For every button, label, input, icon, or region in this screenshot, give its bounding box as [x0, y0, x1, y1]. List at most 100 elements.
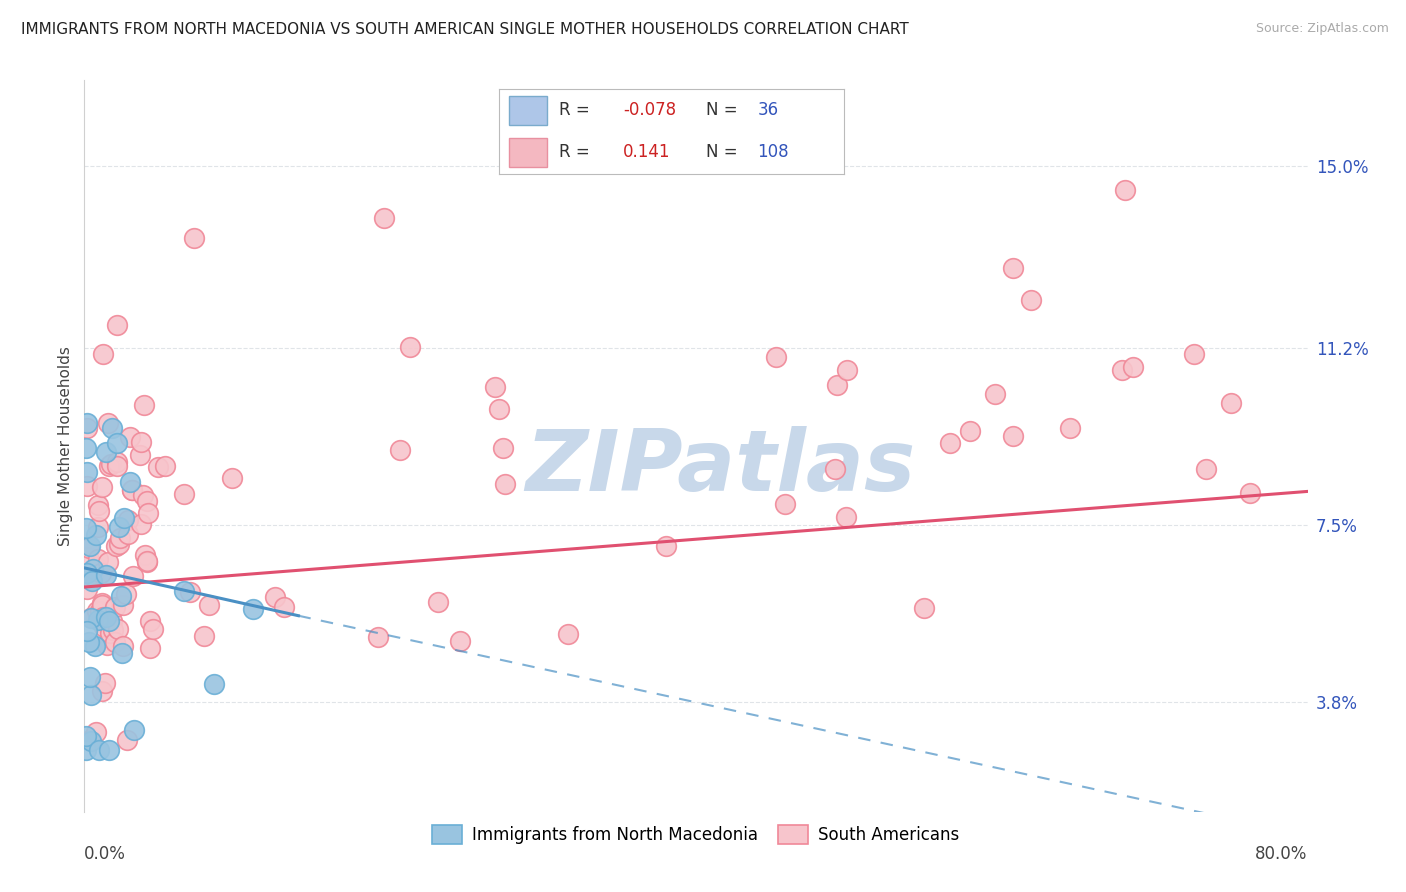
Point [492, 441, 515, 455]
Point [221, 471, 243, 485]
Point [773, 497, 796, 511]
Point [87, 498, 110, 512]
Point [97, 416, 120, 430]
Point [827, 378, 849, 392]
Text: 0.141: 0.141 [623, 143, 671, 161]
Point [139, 640, 162, 655]
Text: 80.0%: 80.0% [1256, 845, 1308, 863]
Point [108, 537, 131, 551]
Point [76, 465, 98, 479]
Point [912, 600, 935, 615]
Point [105, 459, 128, 474]
Point [87, 519, 110, 533]
Point [1001, 429, 1024, 443]
Point [108, 520, 131, 534]
Point [75, 442, 97, 456]
Point [765, 350, 787, 364]
Point [80, 733, 103, 747]
Point [79, 539, 101, 553]
Point [117, 513, 139, 527]
Point [94, 675, 117, 690]
Point [89, 504, 111, 518]
Point [101, 421, 124, 435]
Point [193, 629, 215, 643]
Point [83, 639, 105, 653]
Point [96, 609, 118, 624]
Point [835, 509, 858, 524]
Point [129, 516, 152, 531]
Point [198, 599, 221, 613]
Point [111, 646, 134, 660]
Point [136, 554, 159, 568]
Point [90, 596, 112, 610]
Point [1239, 486, 1261, 500]
Point [984, 387, 1007, 401]
Point [136, 494, 159, 508]
Point [87, 552, 110, 566]
Point [399, 339, 422, 353]
Point [101, 614, 124, 628]
Point [1111, 363, 1133, 377]
Point [75, 521, 97, 535]
Point [80, 610, 103, 624]
Point [117, 527, 139, 541]
Point [76, 421, 98, 435]
Point [273, 600, 295, 615]
Point [86, 725, 108, 739]
Point [101, 623, 124, 637]
Point [104, 539, 127, 553]
Point [80, 611, 103, 625]
Point [1019, 293, 1042, 308]
Point [80, 574, 103, 588]
Point [1182, 347, 1205, 361]
Point [111, 598, 134, 612]
Point [121, 483, 143, 497]
Point [118, 430, 141, 444]
Point [93, 620, 115, 634]
Point [655, 539, 678, 553]
Bar [509, 138, 547, 167]
Point [824, 461, 846, 475]
Point [122, 723, 145, 738]
Text: 108: 108 [758, 143, 789, 161]
Point [835, 363, 858, 377]
Point [86, 560, 108, 574]
Point [115, 587, 138, 601]
Point [1002, 260, 1025, 275]
Point [75, 742, 97, 756]
Point [242, 602, 264, 616]
Bar [509, 96, 547, 125]
Point [76, 566, 98, 580]
Text: Source: ZipAtlas.com: Source: ZipAtlas.com [1256, 22, 1389, 36]
Point [80, 688, 103, 702]
Text: IMMIGRANTS FROM NORTH MACEDONIA VS SOUTH AMERICAN SINGLE MOTHER HOUSEHOLDS CORRE: IMMIGRANTS FROM NORTH MACEDONIA VS SOUTH… [21, 22, 908, 37]
Point [104, 635, 127, 649]
Point [86, 604, 108, 618]
Point [77, 635, 100, 649]
Text: N =: N = [706, 143, 737, 161]
Point [367, 631, 389, 645]
Point [105, 436, 128, 450]
Point [104, 599, 127, 614]
Point [173, 583, 195, 598]
Point [76, 416, 98, 430]
Point [121, 483, 143, 498]
Point [183, 231, 205, 245]
Point [202, 677, 225, 691]
Point [494, 476, 516, 491]
Point [89, 742, 111, 756]
Point [91, 598, 114, 612]
Point [100, 457, 122, 471]
Point [389, 442, 412, 457]
Point [373, 211, 395, 226]
Point [132, 488, 155, 502]
Point [959, 424, 981, 438]
Point [76, 582, 98, 597]
Point [91, 480, 114, 494]
Text: -0.078: -0.078 [623, 101, 676, 119]
Point [76, 550, 98, 565]
Point [82, 569, 104, 583]
Point [97, 742, 120, 756]
Point [105, 318, 128, 332]
Text: R =: R = [560, 143, 591, 161]
